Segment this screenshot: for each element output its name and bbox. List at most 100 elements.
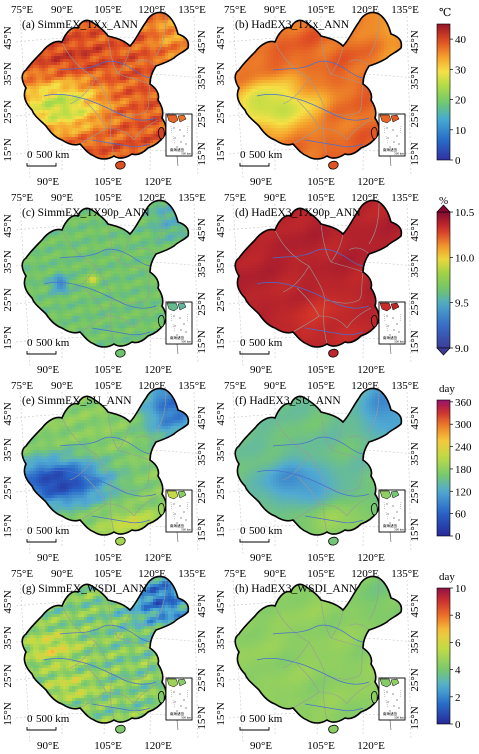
colorbar-tick-label: 360 [455, 397, 472, 409]
lon-label-top: 90°E [51, 4, 73, 16]
panel-title: (d) HadEX3_TX90p_ANN [235, 207, 361, 219]
colorbar-tick-label: 10 [455, 583, 467, 595]
lon-label-bottom: 90°E [250, 552, 272, 564]
lon-label-bottom: 120°E [357, 552, 385, 564]
lat-label-right: 25°N [196, 480, 208, 503]
lat-label-left: 35°N [215, 62, 227, 85]
lat-label-left: 25°N [215, 288, 227, 311]
lat-label-right: 35°N [196, 442, 208, 465]
colorbar-tick-label: 2 [455, 692, 461, 704]
colorbar-tick-label: 10.0 [455, 252, 475, 264]
lat-label-left: 15°N [215, 702, 227, 725]
lat-label-left: 35°N [2, 438, 14, 461]
colorbar-tick-label: 4 [455, 665, 461, 677]
colorbar-tick-label: 20 [455, 95, 467, 107]
lat-label-right: 45°N [196, 218, 208, 241]
svg-text:0: 0 [27, 149, 33, 161]
lon-label-top: 105°E [307, 568, 335, 580]
lon-label-top: 75°E [11, 192, 33, 204]
hainan [329, 537, 339, 545]
hainan [329, 725, 339, 733]
lon-label-top: 90°E [51, 380, 73, 392]
lon-label-bottom: 105°E [94, 740, 122, 750]
inset-scale: 500 km [181, 716, 191, 720]
lat-label-right: 15°N [409, 330, 421, 353]
lat-label-left: 35°N [2, 626, 14, 649]
lon-label-top: 90°E [264, 380, 286, 392]
colorbar-tick-label: 0 [455, 155, 461, 167]
colorbar-tick-label: 6 [455, 637, 461, 649]
taiwan [158, 503, 164, 515]
lat-label-right: 25°N [196, 668, 208, 691]
lon-label-bottom: 90°E [37, 740, 59, 750]
lat-label-right: 15°N [409, 518, 421, 541]
inset-scale: 500 km [181, 340, 191, 344]
lat-label-right: 15°N [409, 142, 421, 165]
taiwan [158, 691, 164, 703]
lat-label-right: 45°N [409, 30, 421, 53]
hainan [116, 161, 126, 169]
hainan [329, 349, 339, 357]
colorbar-tick-label: 8 [455, 610, 461, 622]
colorbar-tick-label: 300 [455, 419, 472, 431]
lat-label-left: 15°N [215, 514, 227, 537]
lon-label-bottom: 90°E [37, 176, 59, 188]
lon-label-top: 135°E [391, 380, 419, 392]
lon-label-bottom: 120°E [357, 176, 385, 188]
lat-label-right: 15°N [196, 330, 208, 353]
lon-label-bottom: 105°E [94, 364, 122, 376]
lat-label-left: 15°N [2, 514, 14, 537]
hainan [116, 725, 126, 733]
lat-label-left: 45°N [2, 214, 14, 237]
lat-label-left: 15°N [215, 326, 227, 349]
lat-label-left: 15°N [2, 702, 14, 725]
lon-label-top: 105°E [307, 192, 335, 204]
lon-label-bottom: 105°E [307, 740, 335, 750]
lon-label-bottom: 105°E [94, 176, 122, 188]
lat-label-left: 35°N [215, 626, 227, 649]
lat-label-right: 45°N [196, 594, 208, 617]
lat-label-left: 25°N [2, 664, 14, 687]
lon-label-top: 105°E [94, 4, 122, 16]
lon-label-bottom: 90°E [37, 552, 59, 564]
lon-label-top: 75°E [11, 380, 33, 392]
lat-label-right: 35°N [196, 66, 208, 89]
colorbar-tick-label: 180 [455, 464, 472, 476]
lon-label-top: 75°E [224, 4, 246, 16]
inset-scale: 500 km [394, 340, 404, 344]
lat-label-right: 15°N [196, 142, 208, 165]
taiwan [371, 315, 377, 327]
lat-label-left: 25°N [215, 100, 227, 123]
svg-text:500 km: 500 km [36, 149, 70, 161]
lat-label-left: 45°N [215, 590, 227, 613]
lon-label-bottom: 105°E [307, 552, 335, 564]
lat-label-left: 15°N [2, 326, 14, 349]
lon-label-top: 105°E [307, 380, 335, 392]
taiwan [371, 691, 377, 703]
lon-label-top: 105°E [94, 380, 122, 392]
hainan [116, 537, 126, 545]
taiwan [371, 127, 377, 139]
lon-label-top: 135°E [391, 192, 419, 204]
lon-label-bottom: 105°E [94, 552, 122, 564]
lon-label-top: 90°E [264, 568, 286, 580]
lat-label-right: 45°N [409, 218, 421, 241]
inset-scale: 500 km [394, 716, 404, 720]
lon-label-top: 135°E [178, 568, 206, 580]
